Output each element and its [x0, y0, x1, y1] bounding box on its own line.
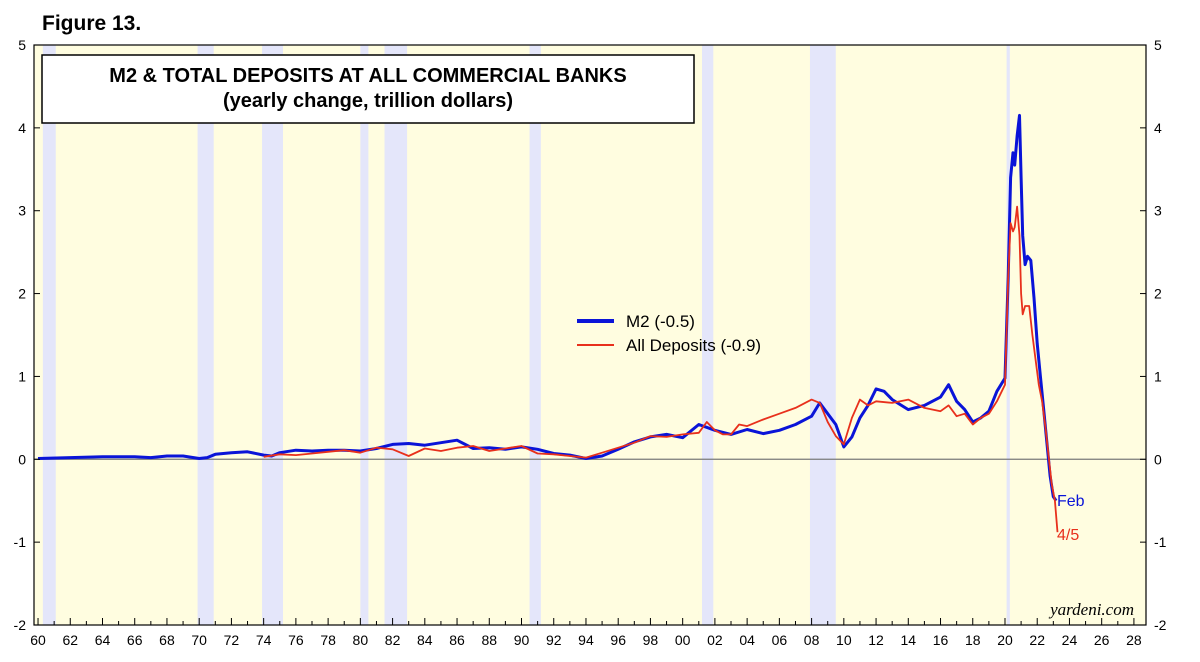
x-tick-label: 82 [385, 632, 401, 648]
legend: M2 (-0.5) All Deposits (-0.9) [577, 312, 761, 355]
chart-title: M2 & TOTAL DEPOSITS AT ALL COMMERCIAL BA… [109, 65, 626, 87]
x-tick-label: 90 [514, 632, 530, 648]
y-tick-label-left: -1 [14, 534, 27, 550]
recession-band [262, 45, 283, 625]
x-tick-label: 94 [578, 632, 594, 648]
x-tick-label: 16 [933, 632, 949, 648]
x-tick-label: 00 [675, 632, 691, 648]
x-tick-label: 86 [449, 632, 465, 648]
y-tick-label-right: 1 [1154, 368, 1162, 384]
x-tick-label: 66 [127, 632, 143, 648]
x-tick-label: 08 [804, 632, 820, 648]
recession-band [42, 45, 56, 625]
series-line-m2 [37, 113, 1058, 502]
credit: yardeni.com [1048, 600, 1134, 619]
y-tick-label-left: 2 [18, 286, 26, 302]
y-tick-label-right: 4 [1154, 120, 1162, 136]
y-tick-label-left: 1 [18, 368, 26, 384]
x-tick-label: 98 [643, 632, 659, 648]
deposits-end-label: 4/5 [1057, 527, 1079, 544]
figure-label: Figure 13. [42, 12, 142, 35]
x-tick-label: 04 [739, 632, 755, 648]
x-tick-label: 68 [159, 632, 175, 648]
x-tick-label: 74 [256, 632, 272, 648]
x-tick-label: 80 [353, 632, 369, 648]
y-tick-label-left: 0 [18, 451, 26, 467]
m2-end-label: Feb [1057, 493, 1085, 510]
recession-band [360, 45, 369, 625]
y-tick-label-left: -2 [14, 617, 27, 633]
x-tick-label: 14 [901, 632, 917, 648]
axis-ticks: -2 -2-1 -10 01 12 23 34 45 560 62 64 66 68 70 72 74 76 78… [14, 37, 1167, 648]
x-tick-label: 20 [997, 632, 1013, 648]
plot-frame [33, 44, 1147, 626]
y-tick-label-right: 3 [1154, 203, 1162, 219]
y-tick-label-right: 5 [1154, 37, 1162, 53]
y-tick-label-right: 0 [1154, 451, 1162, 467]
y-tick-label-left: 3 [18, 203, 26, 219]
y-tick-label-right: -1 [1154, 534, 1167, 550]
recession-band [529, 45, 541, 625]
x-tick-label: 26 [1094, 632, 1110, 648]
x-tick-label: 92 [546, 632, 562, 648]
x-tick-label: 18 [965, 632, 981, 648]
x-tick-label: 96 [610, 632, 626, 648]
x-tick-label: 62 [62, 632, 78, 648]
x-tick-label: 02 [707, 632, 723, 648]
x-tick-label: 24 [1062, 632, 1078, 648]
x-tick-label: 76 [288, 632, 304, 648]
title-box-frame [41, 54, 695, 124]
x-tick-label: 10 [836, 632, 852, 648]
recession-band [197, 45, 214, 625]
x-tick-label: 60 [30, 632, 46, 648]
x-tick-label: 70 [191, 632, 207, 648]
recession-band [809, 45, 836, 625]
x-tick-label: 22 [1029, 632, 1045, 648]
title-box: M2 & TOTAL DEPOSITS AT ALL COMMERCIAL BA… [41, 54, 695, 124]
x-tick-label: 28 [1126, 632, 1142, 648]
y-tick-label-right: -2 [1154, 617, 1167, 633]
plot-background [34, 45, 1146, 625]
x-tick-label: 64 [95, 632, 111, 648]
x-tick-label: 84 [417, 632, 433, 648]
y-tick-label-right: 2 [1154, 286, 1162, 302]
recession-bands [42, 45, 1010, 625]
recession-band [384, 45, 408, 625]
series-line-deposits [263, 205, 1059, 533]
y-tick-label-left: 5 [18, 37, 26, 53]
legend-label-deposits: All Deposits (-0.9) [626, 336, 761, 355]
x-tick-label: 88 [481, 632, 497, 648]
legend-label-m2: M2 (-0.5) [626, 312, 695, 331]
x-tick-label: 78 [320, 632, 336, 648]
x-tick-label: 06 [772, 632, 788, 648]
x-tick-label: 12 [868, 632, 884, 648]
y-tick-label-left: 4 [18, 120, 26, 136]
recession-band [1006, 45, 1010, 625]
series-lines [37, 113, 1059, 533]
recession-band [702, 45, 714, 625]
x-tick-label: 72 [224, 632, 240, 648]
chart-subtitle: (yearly change, trillion dollars) [223, 90, 513, 112]
